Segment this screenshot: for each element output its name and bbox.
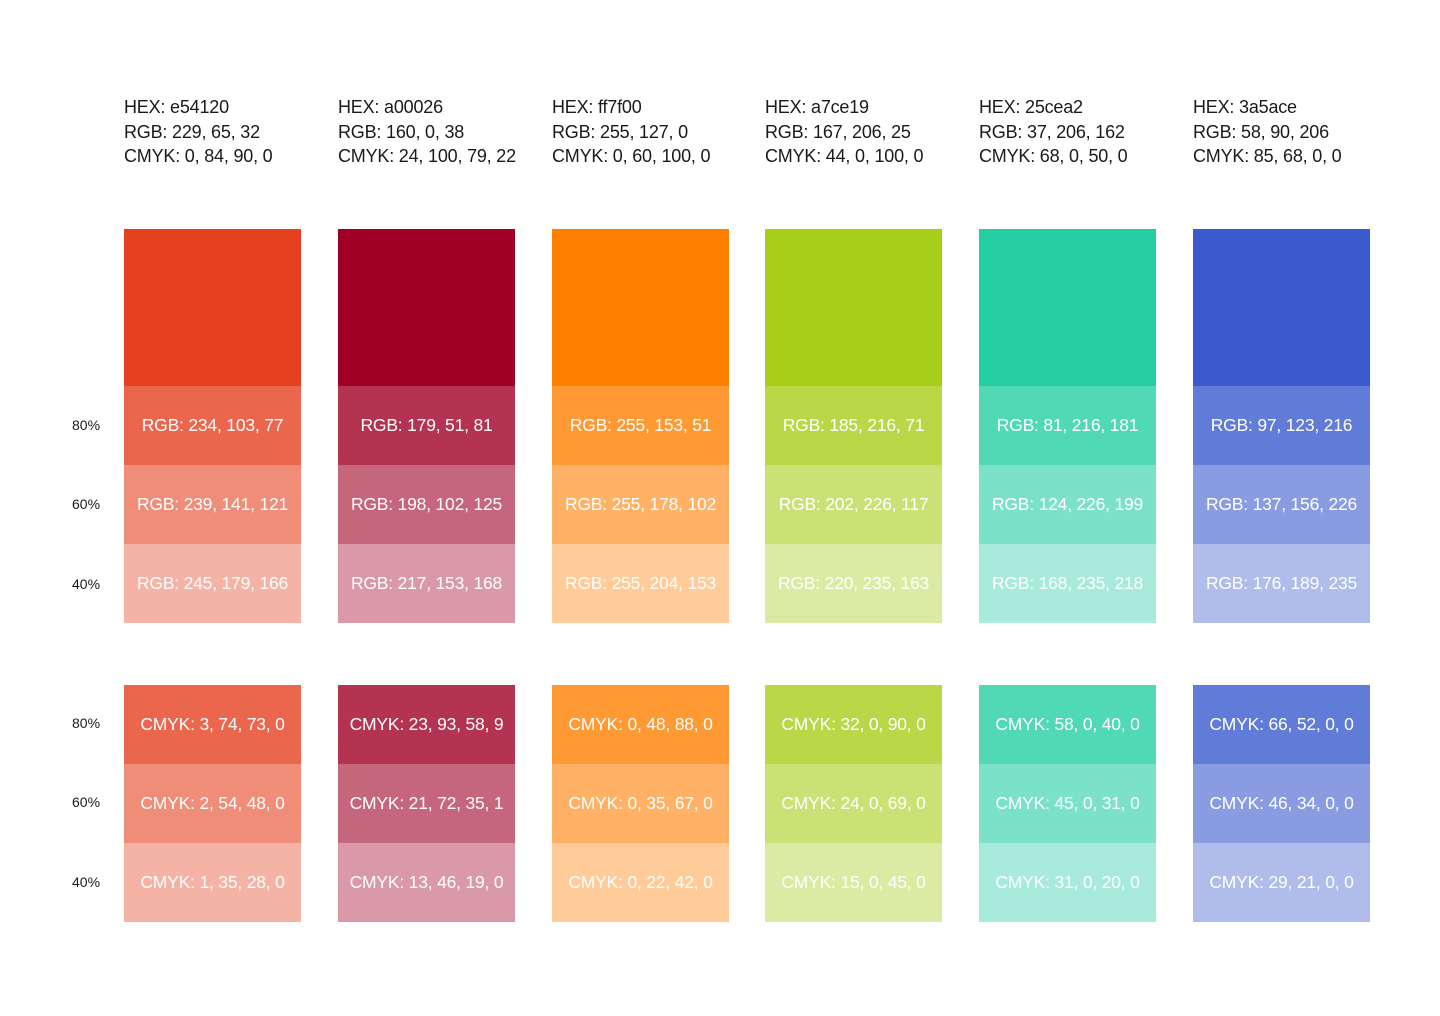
rgb-label: RGB: 58, 90, 206 [1193,121,1329,142]
cmyk-tint-40: CMYK: 13, 46, 19, 0 [338,843,515,922]
cmyk-tint-40: CMYK: 29, 21, 0, 0 [1193,843,1370,922]
percent-label-rgb-60: 60% [72,496,101,512]
color-info: HEX: e54120 RGB: 229, 65, 32 CMYK: 0, 84… [124,95,273,169]
hex-label: HEX: ff7f00 [552,97,642,117]
rgb-tint-80: RGB: 179, 51, 81 [338,386,515,465]
rgb-tint-60: RGB: 202, 226, 117 [765,465,942,544]
rgb-label: RGB: 37, 206, 162 [979,121,1125,142]
rgb-tint-80: RGB: 185, 216, 71 [765,386,942,465]
base-swatch [1193,229,1370,386]
cmyk-tint-60: CMYK: 0, 35, 67, 0 [552,764,729,843]
hex-label: HEX: e54120 [124,97,229,117]
cmyk-tint-60: CMYK: 2, 54, 48, 0 [124,764,301,843]
percent-label-rgb-40: 40% [72,576,101,592]
rgb-label: RGB: 229, 65, 32 [124,121,260,142]
cmyk-label: CMYK: 68, 0, 50, 0 [979,146,1128,166]
base-swatch [765,229,942,386]
cmyk-label: CMYK: 44, 0, 100, 0 [765,146,924,166]
rgb-tint-80: RGB: 81, 216, 181 [979,386,1156,465]
color-info: HEX: 25cea2 RGB: 37, 206, 162 CMYK: 68, … [979,95,1128,169]
rgb-tint-40: RGB: 255, 204, 153 [552,544,729,623]
rgb-label: RGB: 167, 206, 25 [765,121,911,142]
hex-label: HEX: 25cea2 [979,97,1083,117]
hex-label: HEX: a00026 [338,97,443,117]
percent-label-cmyk-60: 60% [72,794,101,810]
rgb-tint-40: RGB: 245, 179, 166 [124,544,301,623]
rgb-tint-40: RGB: 168, 235, 218 [979,544,1156,623]
rgb-tint-80: RGB: 97, 123, 216 [1193,386,1370,465]
rgb-tint-60: RGB: 239, 141, 121 [124,465,301,544]
cmyk-tint-80: CMYK: 66, 52, 0, 0 [1193,685,1370,764]
base-swatch [979,229,1156,386]
color-info: HEX: 3a5ace RGB: 58, 90, 206 CMYK: 85, 6… [1193,95,1342,169]
rgb-tint-60: RGB: 124, 226, 199 [979,465,1156,544]
base-swatch [338,229,515,386]
rgb-tint-40: RGB: 176, 189, 235 [1193,544,1370,623]
hex-label: HEX: 3a5ace [1193,97,1297,117]
cmyk-tint-60: CMYK: 21, 72, 35, 1 [338,764,515,843]
cmyk-tint-80: CMYK: 3, 74, 73, 0 [124,685,301,764]
cmyk-tint-60: CMYK: 24, 0, 69, 0 [765,764,942,843]
cmyk-tint-80: CMYK: 0, 48, 88, 0 [552,685,729,764]
rgb-tint-40: RGB: 220, 235, 163 [765,544,942,623]
cmyk-tint-40: CMYK: 31, 0, 20, 0 [979,843,1156,922]
cmyk-tint-80: CMYK: 58, 0, 40, 0 [979,685,1156,764]
hex-label: HEX: a7ce19 [765,97,869,117]
cmyk-label: CMYK: 0, 60, 100, 0 [552,146,711,166]
cmyk-tint-40: CMYK: 0, 22, 42, 0 [552,843,729,922]
cmyk-label: CMYK: 24, 100, 79, 22 [338,146,516,166]
base-swatch [552,229,729,386]
cmyk-label: CMYK: 85, 68, 0, 0 [1193,146,1342,166]
cmyk-label: CMYK: 0, 84, 90, 0 [124,146,273,166]
rgb-tint-40: RGB: 217, 153, 168 [338,544,515,623]
rgb-tint-60: RGB: 255, 178, 102 [552,465,729,544]
rgb-tint-80: RGB: 255, 153, 51 [552,386,729,465]
rgb-tint-60: RGB: 137, 156, 226 [1193,465,1370,544]
cmyk-tint-80: CMYK: 32, 0, 90, 0 [765,685,942,764]
cmyk-tint-60: CMYK: 46, 34, 0, 0 [1193,764,1370,843]
percent-label-cmyk-40: 40% [72,874,101,890]
color-info: HEX: a7ce19 RGB: 167, 206, 25 CMYK: 44, … [765,95,923,169]
rgb-label: RGB: 255, 127, 0 [552,121,688,142]
cmyk-tint-40: CMYK: 1, 35, 28, 0 [124,843,301,922]
color-info: HEX: ff7f00 RGB: 255, 127, 0 CMYK: 0, 60… [552,95,710,169]
cmyk-tint-60: CMYK: 45, 0, 31, 0 [979,764,1156,843]
color-info: HEX: a00026 RGB: 160, 0, 38 CMYK: 24, 10… [338,95,516,169]
base-swatch [124,229,301,386]
cmyk-tint-40: CMYK: 15, 0, 45, 0 [765,843,942,922]
cmyk-tint-80: CMYK: 23, 93, 58, 9 [338,685,515,764]
rgb-tint-80: RGB: 234, 103, 77 [124,386,301,465]
percent-label-rgb-80: 80% [72,417,101,433]
rgb-tint-60: RGB: 198, 102, 125 [338,465,515,544]
percent-label-cmyk-80: 80% [72,715,101,731]
rgb-label: RGB: 160, 0, 38 [338,121,465,142]
